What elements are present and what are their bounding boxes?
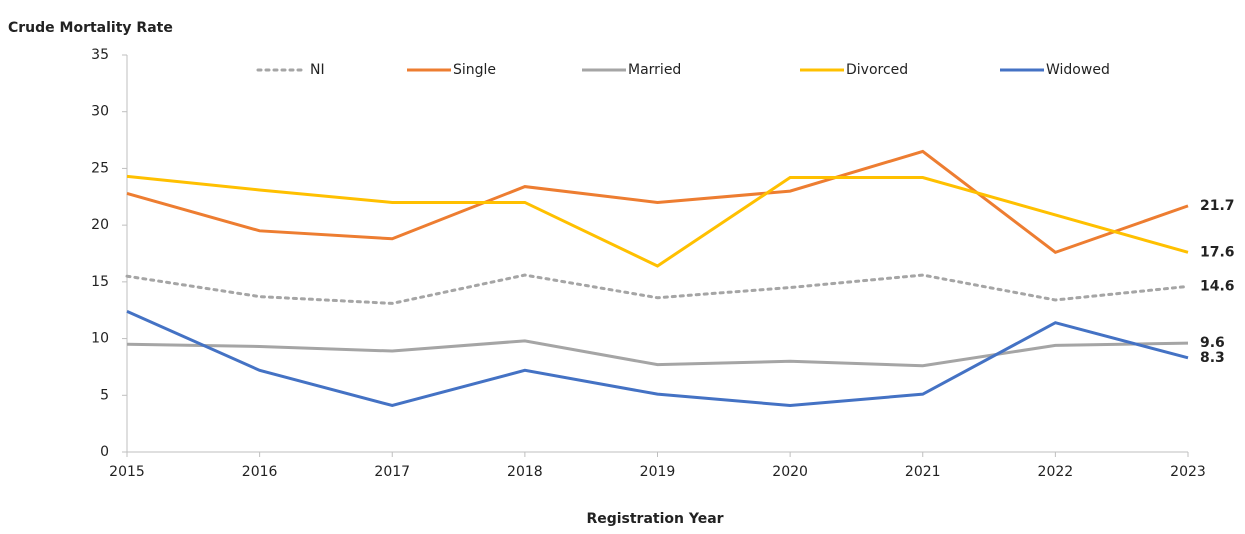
x-axis-label: Registration Year xyxy=(586,511,723,527)
legend-label: Married xyxy=(628,62,681,78)
series-line xyxy=(126,149,1189,255)
data-label: 14.6 xyxy=(1200,278,1235,294)
series-line xyxy=(126,174,1189,268)
y-tick-label: 25 xyxy=(91,160,109,176)
y-tick-label: 0 xyxy=(100,444,109,460)
series-line xyxy=(126,309,1189,408)
x-tick-label: 2020 xyxy=(772,464,808,480)
x-tick-label: 2019 xyxy=(640,464,676,480)
x-tick-label: 2017 xyxy=(374,464,410,480)
x-tick-label: 2022 xyxy=(1038,464,1074,480)
y-tick-label: 35 xyxy=(91,47,109,63)
x-tick-label: 2016 xyxy=(242,464,278,480)
data-label: 17.6 xyxy=(1200,244,1235,260)
y-tick-label: 15 xyxy=(91,274,109,290)
y-tick-label: 5 xyxy=(100,387,109,403)
legend-label: Single xyxy=(453,62,496,78)
x-tick-label: 2021 xyxy=(905,464,941,480)
y-tick-label: 10 xyxy=(91,331,109,347)
x-tick-label: 2015 xyxy=(109,464,145,480)
legend-label: NI xyxy=(310,62,325,78)
x-tick-label: 2023 xyxy=(1170,464,1206,480)
x-tick-label: 2018 xyxy=(507,464,543,480)
series-line xyxy=(125,273,1190,305)
legend-label: Widowed xyxy=(1046,62,1110,78)
series-line xyxy=(126,339,1189,368)
legend-label: Divorced xyxy=(846,62,908,78)
data-label: 8.3 xyxy=(1200,350,1225,366)
y-tick-label: 30 xyxy=(91,104,109,120)
data-label: 9.6 xyxy=(1200,335,1225,351)
chart-title: Crude Mortality Rate xyxy=(8,20,173,36)
data-label: 21.7 xyxy=(1200,198,1235,214)
y-tick-label: 20 xyxy=(91,217,109,233)
